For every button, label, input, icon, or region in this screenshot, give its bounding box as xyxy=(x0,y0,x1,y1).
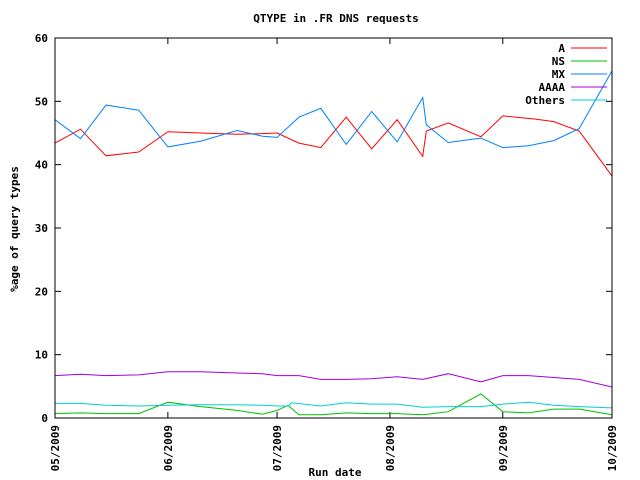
x-tick-label: 05/2009 xyxy=(49,425,62,471)
series-line-a xyxy=(54,115,613,177)
x-tick-label: 10/2009 xyxy=(606,425,619,471)
y-tick-label: 30 xyxy=(35,222,48,235)
x-tick-label: 08/2009 xyxy=(384,425,397,471)
legend-label: MX xyxy=(552,68,566,81)
plot-frame xyxy=(54,37,613,419)
chart-title: QTYPE in .FR DNS requests xyxy=(253,12,419,25)
plot-area xyxy=(54,70,613,416)
x-tick-label: 07/2009 xyxy=(271,425,284,471)
y-axis-label: %age of query types xyxy=(8,166,21,292)
series-line-mx xyxy=(54,70,613,149)
series-line-aaaa xyxy=(54,371,613,388)
y-tick-label: 50 xyxy=(35,95,48,108)
x-tick-label: 09/2009 xyxy=(497,425,510,471)
x-axis: 05/2009 06/2009 07/2009 08/2009 09/2009 10/20… xyxy=(49,38,619,471)
y-tick-label: 40 xyxy=(35,159,48,172)
legend-label: Others xyxy=(525,94,565,107)
y-tick-label: 0 xyxy=(41,412,48,425)
legend-label: A xyxy=(558,42,565,55)
y-axis: 0 10 20 30 40 50 60 xyxy=(35,32,612,425)
legend-label: AAAA xyxy=(539,81,566,94)
x-axis-label: Run date xyxy=(309,466,362,479)
legend-label: NS xyxy=(552,55,565,68)
y-tick-label: 20 xyxy=(35,285,48,298)
x-tick-label: 06/2009 xyxy=(162,425,175,471)
series-line-others xyxy=(55,401,613,409)
y-tick-label: 10 xyxy=(35,349,48,362)
y-tick-label: 60 xyxy=(35,32,48,45)
